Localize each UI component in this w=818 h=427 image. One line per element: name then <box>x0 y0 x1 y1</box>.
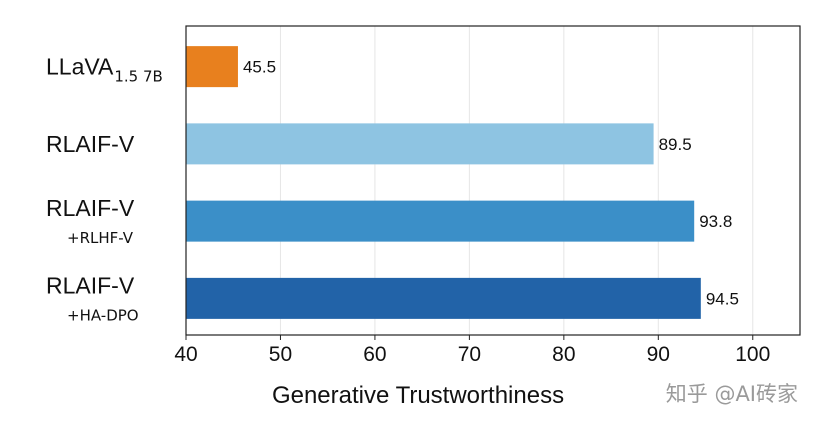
bar-value-label: 94.5 <box>706 289 739 308</box>
x-tick-label: 50 <box>269 343 292 366</box>
category-label: LLaVA1.5 7B <box>46 54 163 86</box>
x-tick-label: 60 <box>363 343 386 366</box>
x-tick-label: 80 <box>552 343 575 366</box>
x-tick-label: 100 <box>735 343 770 366</box>
bar <box>186 200 695 242</box>
category-labels: LLaVA1.5 7B RLAIF-V RLAIF-V +RLHF-V RLAIF-V +… <box>46 54 163 325</box>
plot-frame <box>185 25 801 336</box>
x-tick-label: 70 <box>458 343 481 366</box>
bar-value-label: 89.5 <box>659 135 692 154</box>
category-label: RLAIF-V <box>46 272 135 298</box>
bars: 45.5 89.5 93.8 94.5 <box>186 46 739 319</box>
x-tick-label: 90 <box>647 343 670 366</box>
bar <box>186 277 701 319</box>
bar-value-label: 45.5 <box>243 58 276 77</box>
category-label: RLAIF-V <box>46 195 135 221</box>
category-sublabel: +RLHF-V <box>67 229 134 247</box>
grid-lines <box>185 26 754 335</box>
x-tick-label: 40 <box>174 343 197 366</box>
bar <box>186 123 654 165</box>
watermark: 知乎 @AI砖家 <box>666 382 798 406</box>
x-axis-ticks: 40 50 60 70 80 90 100 <box>174 335 770 366</box>
bar <box>186 46 238 88</box>
x-axis-label: Generative Trustworthiness <box>272 382 564 409</box>
category-sublabel: +HA-DPO <box>67 306 139 324</box>
category-label: RLAIF-V <box>46 131 135 157</box>
bar-value-label: 93.8 <box>699 212 732 231</box>
category-subscript: 1.5 7B <box>114 68 162 86</box>
